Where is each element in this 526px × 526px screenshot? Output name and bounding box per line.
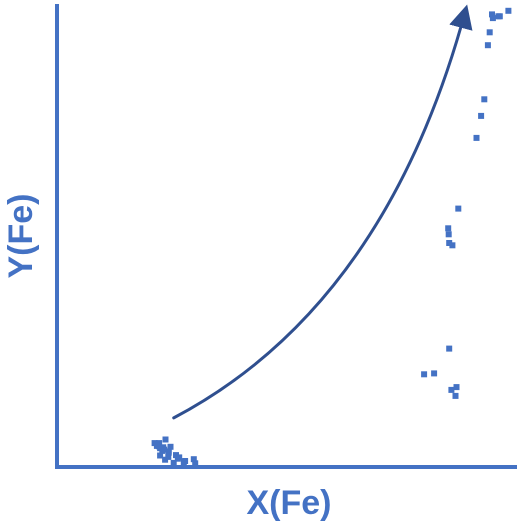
data-point	[431, 370, 438, 377]
data-point	[153, 442, 160, 449]
data-point	[446, 240, 453, 246]
data-point	[173, 452, 179, 459]
data-point	[159, 447, 166, 454]
data-point	[496, 13, 503, 20]
x-axis-title: X(Fe)	[247, 484, 332, 522]
data-point	[170, 459, 177, 466]
data-point	[489, 15, 496, 22]
data-point	[445, 225, 452, 232]
data-point	[162, 436, 169, 443]
data-point	[165, 449, 172, 456]
data-point	[484, 42, 491, 49]
data-point	[162, 456, 169, 463]
data-point	[167, 443, 174, 450]
trend-arrow	[172, 4, 473, 420]
data-point	[446, 345, 453, 352]
data-point	[455, 205, 462, 212]
data-point	[157, 452, 164, 459]
data-point	[486, 29, 493, 36]
data-points	[151, 7, 512, 467]
y-axis-title: Y(Fe)	[2, 194, 40, 279]
data-point	[421, 371, 428, 378]
data-point	[473, 134, 480, 141]
data-point	[182, 458, 189, 464]
data-point	[453, 384, 460, 391]
data-point	[192, 460, 199, 467]
data-point	[505, 7, 512, 14]
data-point	[445, 231, 452, 238]
data-point	[478, 112, 485, 119]
data-point	[190, 456, 197, 463]
data-point	[452, 392, 459, 399]
data-point	[489, 11, 495, 18]
data-point	[448, 386, 455, 393]
data-point	[165, 453, 172, 460]
data-point	[449, 242, 456, 249]
data-point	[176, 454, 183, 461]
data-point	[481, 96, 488, 103]
